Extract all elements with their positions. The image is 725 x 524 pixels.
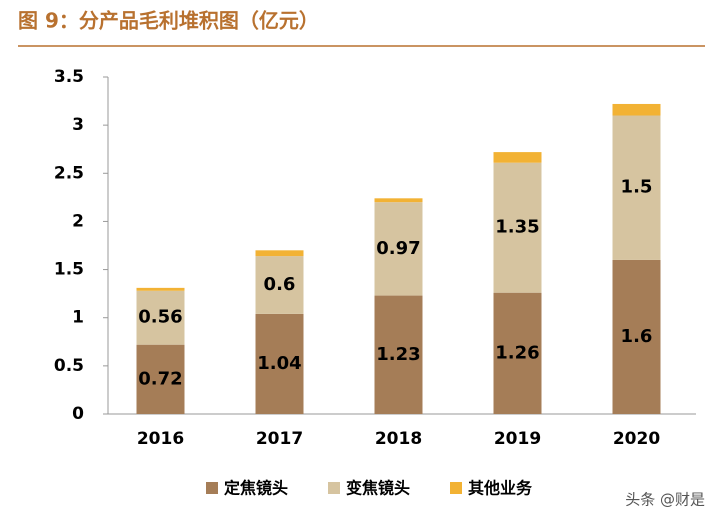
bar-segment: [255, 313, 304, 414]
bar-segment: [136, 287, 185, 291]
data-label: 0.72: [138, 368, 182, 389]
legend-swatch: [450, 482, 462, 494]
bar-segment: [493, 292, 542, 414]
bar-segment: [493, 152, 542, 163]
bar-segment: [612, 103, 661, 116]
bar-segment: [255, 250, 304, 257]
data-label: 0.6: [264, 274, 296, 295]
x-tick-label: 2016: [137, 429, 184, 449]
bar-segment: [612, 115, 661, 260]
data-label: 1.5: [621, 177, 653, 198]
data-label: 1.6: [621, 326, 653, 347]
bar-segment: [255, 256, 304, 314]
y-tick-label: 0: [72, 404, 84, 424]
legend-label: 变焦镜头: [346, 479, 410, 498]
x-tick-label: 2020: [613, 429, 660, 449]
y-tick-label: 3: [72, 115, 84, 135]
bar-segment: [374, 202, 423, 296]
x-tick-label: 2019: [494, 429, 541, 449]
legend-swatch: [328, 482, 340, 494]
legend-label: 定焦镜头: [223, 479, 288, 498]
bar-segment: [374, 295, 423, 414]
bar-segment: [136, 290, 185, 345]
data-label: 1.35: [495, 217, 539, 238]
data-label: 1.23: [376, 344, 420, 365]
y-tick-label: 2.5: [54, 163, 84, 183]
bar-segment: [136, 344, 185, 414]
x-tick-label: 2018: [375, 429, 422, 449]
bar-segment: [493, 162, 542, 293]
y-tick-label: 3.5: [54, 67, 84, 87]
data-label: 0.97: [376, 238, 420, 259]
legend-label: 其他业务: [468, 479, 533, 498]
y-tick-label: 0.5: [54, 356, 84, 376]
data-label: 0.56: [138, 307, 182, 328]
y-tick-label: 1.5: [54, 260, 84, 280]
data-label: 1.26: [495, 342, 539, 363]
data-label: 1.04: [257, 353, 301, 374]
y-tick-label: 2: [72, 211, 84, 231]
bar-segment: [612, 259, 661, 414]
chart-title: 图 9：分产品毛利堆积图（亿元）: [18, 9, 319, 33]
x-tick-label: 2017: [256, 429, 303, 449]
watermark: 头条 @财是: [625, 491, 705, 509]
bar-segment: [374, 198, 423, 203]
legend-swatch: [206, 482, 218, 494]
y-tick-label: 1: [72, 308, 84, 328]
